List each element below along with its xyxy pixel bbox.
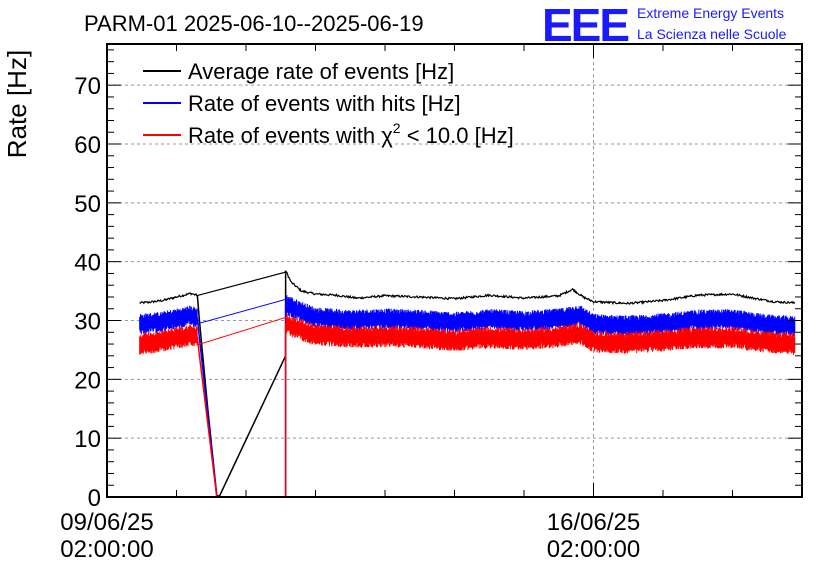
series-chi2 [139, 313, 796, 498]
logo-line-2: La Scienza nelle Scuole [637, 26, 787, 42]
x-tick-date: 09/06/25 [60, 509, 153, 536]
legend-label-hits: Rate of events with hits [Hz] [188, 91, 461, 116]
series-chi2-band [139, 313, 796, 355]
eee-logo: EEE Extreme Energy Events La Scienza nel… [542, 0, 787, 51]
logo-letters: EEE [542, 0, 628, 51]
grid-layer [107, 44, 802, 497]
legend-chi2-symbol: χ [381, 123, 393, 148]
series-average-line [139, 271, 796, 306]
series-layer [139, 270, 796, 498]
legend-chi2-prefix: Rate of events with [188, 123, 381, 148]
y-tick-label: 40 [74, 250, 101, 277]
legend-label-chi2: Rate of events with χ2 < 10.0 [Hz] [188, 120, 514, 148]
x-tick-time: 02:00:00 [60, 536, 153, 563]
legend-chi2-superscript: 2 [393, 120, 401, 136]
y-axis-label: Rate [Hz] [2, 50, 32, 158]
tick-layer: 01020304050607009/06/2502:00:0016/06/250… [60, 44, 803, 563]
series-hits [139, 295, 796, 498]
x-tick-date: 16/06/25 [547, 509, 640, 536]
series-average [139, 270, 796, 497]
logo-line-1: Extreme Energy Events [637, 5, 784, 21]
legend-label-average: Average rate of events [Hz] [188, 59, 454, 84]
y-tick-label: 50 [74, 191, 101, 218]
series-hits-band [139, 295, 796, 337]
y-tick-label: 20 [74, 367, 101, 394]
y-tick-label: 30 [74, 309, 101, 336]
series-average-gap [196, 270, 287, 497]
legend-chi2-suffix: < 10.0 [Hz] [401, 123, 514, 148]
legend: Average rate of events [Hz] Rate of even… [143, 59, 514, 148]
y-tick-label: 0 [88, 485, 101, 512]
chart-title: PARM-01 2025-06-10--2025-06-19 [84, 11, 424, 36]
y-tick-label: 70 [74, 73, 101, 100]
x-tick-time: 02:00:00 [547, 536, 640, 563]
series-hits-gap [196, 304, 287, 498]
y-tick-label: 10 [74, 426, 101, 453]
series-chi2-gap [196, 323, 287, 498]
y-tick-label: 60 [74, 132, 101, 159]
